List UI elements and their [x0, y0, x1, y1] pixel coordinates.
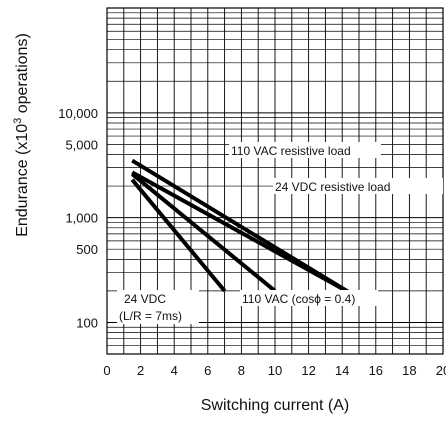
- x-tick-label: 6: [204, 363, 211, 378]
- annotation-110vac-resistive: 110 VAC resistive load: [231, 144, 351, 158]
- annotation-110vac-cos: 110 VAC (cosϕ = 0.4): [242, 292, 355, 306]
- y-tick-label: 100: [76, 315, 98, 330]
- annotation-24vdc-resistive: 24 VDC resistive load: [275, 180, 390, 194]
- x-axis-title: Switching current (A): [201, 397, 350, 414]
- x-tick-label: 12: [301, 363, 315, 378]
- y-axis-title-tail: operations): [14, 33, 31, 118]
- annotation-24vdc: 24 VDC: [124, 292, 166, 306]
- x-tick-label: 4: [171, 363, 178, 378]
- x-tick-label: 8: [238, 363, 245, 378]
- x-tick-label: 16: [369, 363, 383, 378]
- series-line-2: [131, 170, 352, 295]
- series-line-4: [130, 178, 227, 293]
- y-axis-title-main: Endurance (x10: [14, 124, 31, 237]
- annotation-bg-24vdc-resistive: [273, 178, 443, 194]
- x-tick-label: 2: [137, 363, 144, 378]
- y-tick-label: 500: [76, 242, 98, 257]
- y-axis-title: Endurance (x103 operations): [12, 33, 31, 237]
- annotation-bg-24vdc-lr: [117, 290, 199, 324]
- series-group: [130, 158, 352, 295]
- y-tick-label: 10,000: [58, 106, 98, 121]
- x-tick-label: 10: [268, 363, 282, 378]
- y-tick-label: 5,000: [65, 137, 98, 152]
- x-tick-label: 20: [436, 363, 446, 378]
- x-tick-label: 18: [402, 363, 416, 378]
- x-tick-labels: 0 2 4 6 8 10 12 14 16 18 20: [103, 363, 446, 378]
- series-line-3: [130, 172, 277, 293]
- y-tick-labels: 100 500 1,000 5,000 10,000: [58, 106, 98, 331]
- y-axis-title-superscript: 3: [12, 118, 24, 124]
- x-tick-label: 0: [103, 363, 110, 378]
- y-tick-label: 1,000: [65, 211, 98, 226]
- annotation-lr: (L/R = 7ms): [119, 309, 182, 323]
- x-tick-label: 14: [335, 363, 349, 378]
- annotation-bg-110vac-resistive: [229, 142, 381, 158]
- annotation-bg-110vac-cos: [240, 290, 378, 306]
